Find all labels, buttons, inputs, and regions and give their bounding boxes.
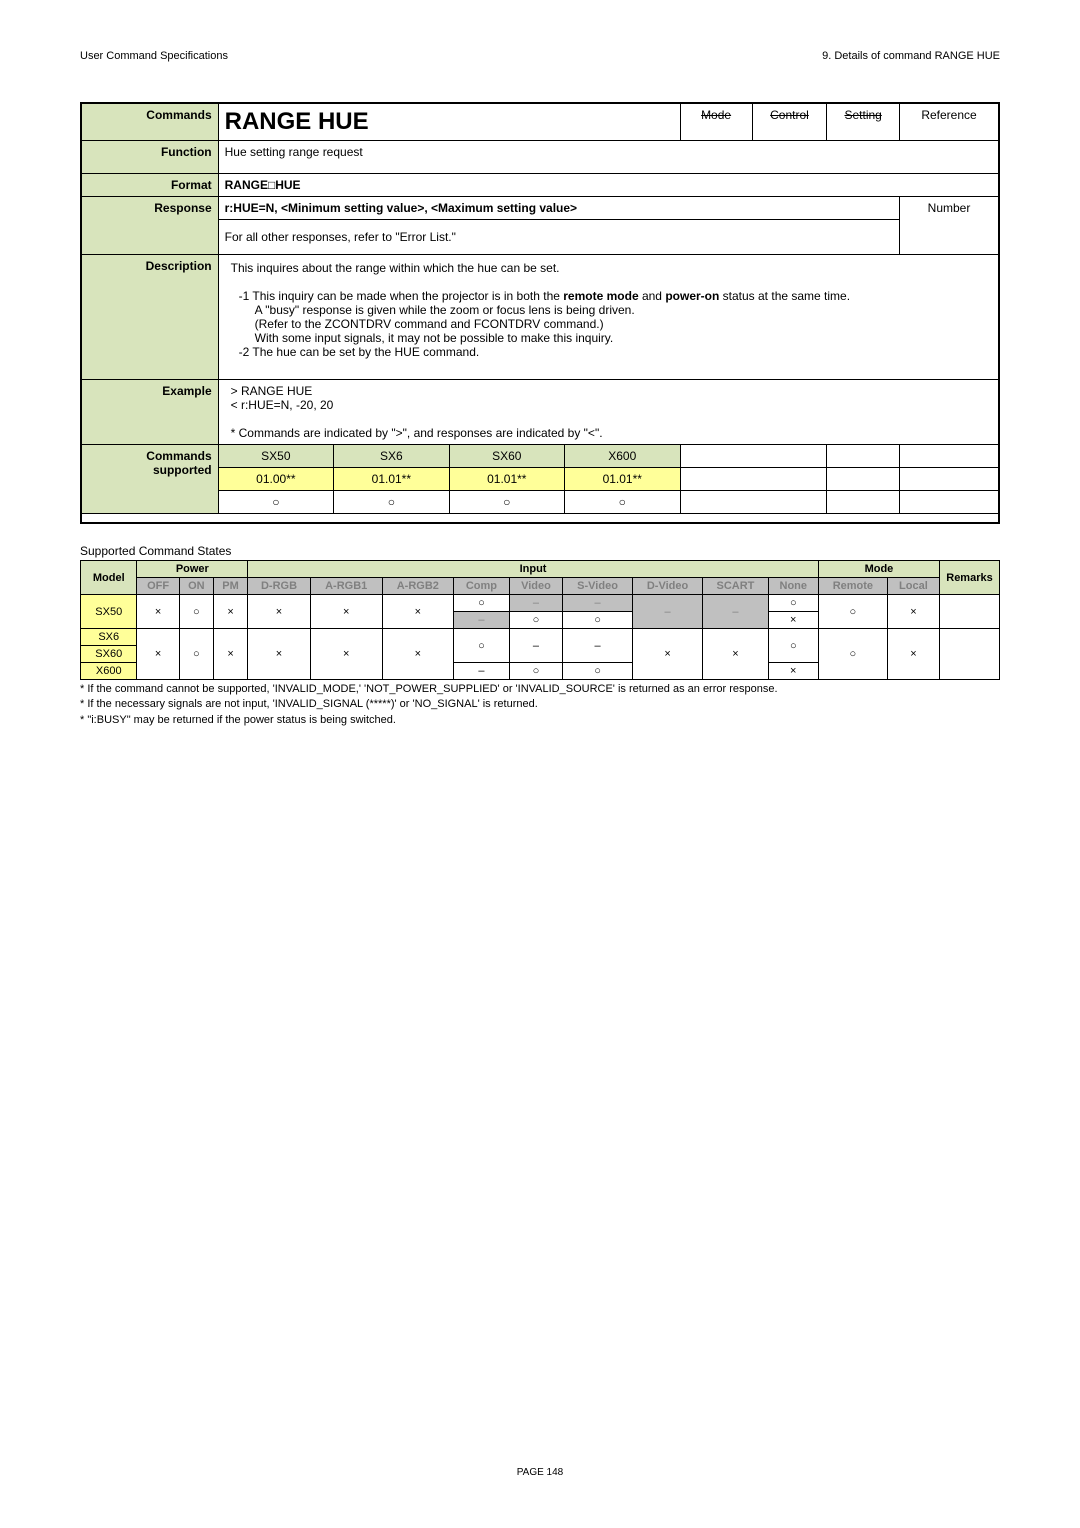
state-table: Model Power Input Mode Remarks OFF ON PM… — [80, 560, 1000, 680]
note-3: * "i:BUSY" may be returned if the power … — [80, 713, 1000, 728]
example-l2: < r:HUE=N, -20, 20 — [231, 398, 992, 412]
example-content: > RANGE HUE < r:HUE=N, -20, 20 * Command… — [218, 380, 999, 445]
sup-v2: 01.01** — [449, 468, 564, 491]
st-scart: SCART — [703, 578, 768, 595]
command-table: Commands RANGE HUE Mode Control Setting … — [80, 102, 1000, 524]
st-svideo: S-Video — [563, 578, 633, 595]
sup-o0: ○ — [218, 491, 333, 514]
sup-o3: ○ — [565, 491, 680, 514]
st-argb1: A-RGB1 — [310, 578, 382, 595]
page-header: User Command Specifications 9. Details o… — [80, 50, 1000, 62]
st-local: Local — [887, 578, 939, 595]
r1-model: SX50 — [81, 595, 137, 629]
desc-top: This inquires about the range within whi… — [231, 261, 992, 275]
format-label: Format — [81, 174, 218, 197]
response-bottom: For all other responses, refer to "Error… — [218, 220, 899, 255]
desc-n1d: power-on — [665, 289, 719, 303]
sup-h0: SX50 — [218, 445, 333, 468]
state-row-sx6: SX6 × ○ × × × × ○ – – × × ○ ○ × — [81, 629, 1000, 646]
st-none: None — [768, 578, 818, 595]
st-off: OFF — [137, 578, 179, 595]
sup-v3: 01.01** — [565, 468, 680, 491]
sup-h1: SX6 — [334, 445, 449, 468]
header-right: 9. Details of command RANGE HUE — [822, 50, 1000, 62]
commands-label: Commands — [81, 103, 218, 141]
st-dvideo: D-Video — [632, 578, 702, 595]
description-label: Description — [81, 255, 218, 380]
state-row-sx50-a: SX50 × ○ × × × × ○ – – – – ○ ○ × — [81, 595, 1000, 612]
sup-o1: ○ — [334, 491, 449, 514]
tag-mode: Mode — [680, 103, 752, 141]
footnotes: * If the command cannot be supported, 'I… — [80, 682, 1000, 728]
desc-n2: -2 The hue can be set by the HUE command… — [231, 345, 992, 359]
supported-label: Commands supported — [81, 445, 218, 514]
function-label: Function — [81, 141, 218, 174]
header-left: User Command Specifications — [80, 50, 228, 62]
response-label: Response — [81, 197, 218, 255]
sup-h2: SX60 — [449, 445, 564, 468]
example-l1: > RANGE HUE — [231, 384, 992, 398]
st-mode: Mode — [818, 561, 939, 578]
st-power: Power — [137, 561, 248, 578]
note-2: * If the necessary signals are not input… — [80, 697, 1000, 712]
note-1: * If the command cannot be supported, 'I… — [80, 682, 1000, 697]
desc-n1h: With some input signals, it may not be p… — [231, 331, 992, 345]
desc-n1a: -1 This inquiry can be made when the pro… — [239, 289, 564, 303]
st-input: Input — [248, 561, 819, 578]
tag-control: Control — [752, 103, 827, 141]
desc-n1f: A "busy" response is given while the zoo… — [231, 303, 992, 317]
sup-v1: 01.01** — [334, 468, 449, 491]
response-top: r:HUE=N, <Minimum setting value>, <Maxim… — [218, 197, 899, 220]
state-caption: Supported Command States — [80, 544, 1000, 558]
example-l3: * Commands are indicated by ">", and res… — [231, 426, 992, 440]
tag-setting: Setting — [827, 103, 900, 141]
command-title: RANGE HUE — [225, 108, 369, 135]
sup-v0: 01.00** — [218, 468, 333, 491]
description-content: This inquires about the range within whi… — [218, 255, 999, 380]
st-video: Video — [509, 578, 563, 595]
desc-n1c: and — [639, 289, 666, 303]
st-argb2: A-RGB2 — [382, 578, 454, 595]
function-text: Hue setting range request — [218, 141, 999, 174]
st-remote: Remote — [818, 578, 887, 595]
desc-n1g: (Refer to the ZCONTDRV command and FCONT… — [231, 317, 992, 331]
page-number: PAGE 148 — [0, 1467, 1080, 1478]
st-on: ON — [179, 578, 213, 595]
st-model: Model — [81, 561, 137, 595]
tag-reference: Reference — [900, 103, 999, 141]
sup-o2: ○ — [449, 491, 564, 514]
st-comp: Comp — [454, 578, 510, 595]
desc-n1b: remote mode — [563, 289, 638, 303]
st-pm: PM — [213, 578, 247, 595]
st-remarks: Remarks — [940, 561, 1000, 595]
sup-h3: X600 — [565, 445, 680, 468]
example-label: Example — [81, 380, 218, 445]
format-text: RANGE□HUE — [218, 174, 999, 197]
response-number: Number — [900, 197, 999, 255]
desc-n1e: status at the same time. — [719, 289, 850, 303]
st-drgb: D-RGB — [248, 578, 311, 595]
